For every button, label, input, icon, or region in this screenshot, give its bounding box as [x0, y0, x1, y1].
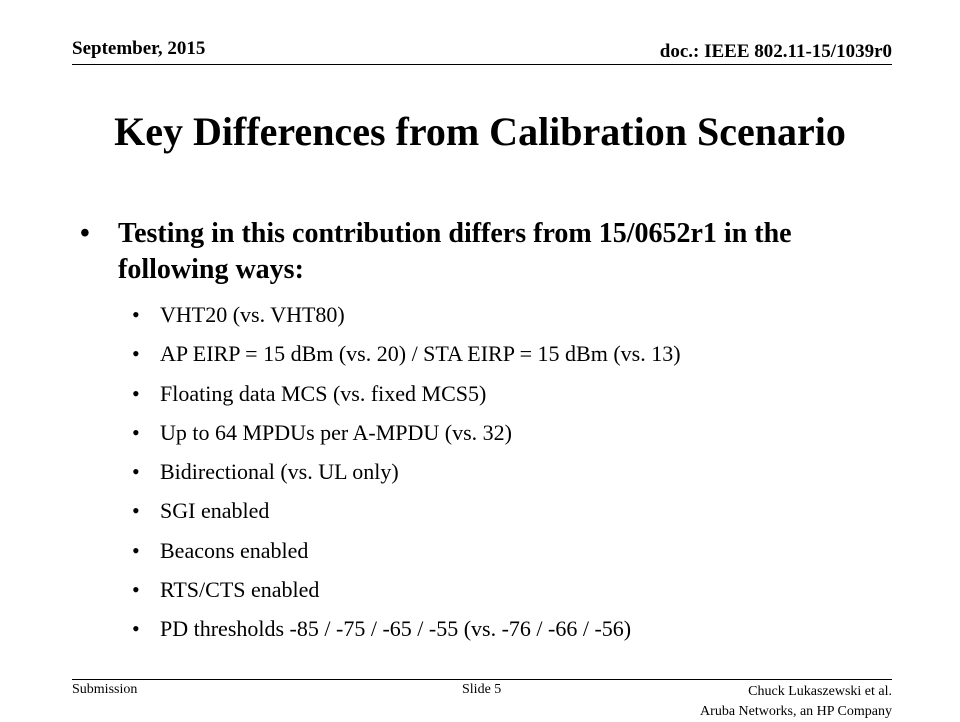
bullet-icon: •	[132, 380, 140, 406]
bullet-icon: •	[132, 459, 140, 485]
sub-bullet-text: RTS/CTS enabled	[160, 577, 320, 603]
slide-title: Key Differences from Calibration Scenari…	[114, 109, 846, 154]
bullet-icon: •	[80, 218, 90, 249]
footer-submission: Submission	[72, 682, 138, 697]
sub-bullet-item: • RTS/CTS enabled	[132, 570, 681, 609]
sub-bullet-text: VHT20 (vs. VHT80)	[160, 302, 345, 327]
bullet-icon: •	[132, 341, 140, 367]
sub-bullet-text: Up to 64 MPDUs per A-MPDU (vs. 32)	[160, 419, 513, 445]
main-bullet-text: Testing in this contribution differs fro…	[118, 218, 792, 285]
sub-bullet-text: Bidirectional (vs. UL only)	[160, 459, 399, 485]
sub-bullet-text: AP EIRP = 15 dBm (vs. 20) / STA EIRP = 1…	[160, 341, 681, 367]
header-date: September, 2015	[72, 38, 206, 59]
sub-bullet-item: • Up to 64 MPDUs per A-MPDU (vs. 32)	[132, 413, 681, 452]
footer-author-company: Aruba Networks, an HP Company	[700, 704, 892, 719]
bullet-icon: •	[132, 537, 140, 563]
bullet-icon: •	[132, 577, 140, 603]
sub-bullet-item: • SGI enabled	[132, 491, 681, 530]
sub-bullet-item: • Bidirectional (vs. UL only)	[132, 452, 681, 491]
sub-bullet-item: • VHT20 (vs. VHT80)	[132, 295, 681, 334]
sub-bullet-text: Beacons enabled	[160, 537, 309, 563]
footer-divider	[72, 679, 892, 680]
bullet-icon: •	[132, 302, 140, 327]
header-doc-id: doc.: IEEE 802.11-15/1039r0	[659, 41, 892, 62]
sub-bullet-item: • Floating data MCS (vs. fixed MCS5)	[132, 374, 681, 413]
footer-slide-number: Slide 5	[462, 682, 502, 697]
header-divider	[72, 64, 892, 65]
footer-author-name: Chuck Lukaszewski et al.	[748, 684, 892, 699]
sub-bullet-item: • Beacons enabled	[132, 531, 681, 570]
bullet-icon: •	[132, 498, 140, 524]
sub-bullet-item: • AP EIRP = 15 dBm (vs. 20) / STA EIRP =…	[132, 334, 681, 373]
bullet-icon: •	[132, 419, 140, 445]
sub-bullet-text: SGI enabled	[160, 498, 270, 524]
sub-bullet-list: • VHT20 (vs. VHT80) • AP EIRP = 15 dBm (…	[132, 295, 681, 649]
sub-bullet-item: • PD thresholds -85 / -75 / -65 / -55 (v…	[132, 609, 681, 648]
sub-bullet-text: Floating data MCS (vs. fixed MCS5)	[160, 380, 487, 406]
sub-bullet-text: PD thresholds -85 / -75 / -65 / -55 (vs.…	[160, 616, 632, 642]
bullet-icon: •	[132, 616, 140, 642]
footer-author: Chuck Lukaszewski et al. Aruba Networks,…	[700, 682, 892, 722]
